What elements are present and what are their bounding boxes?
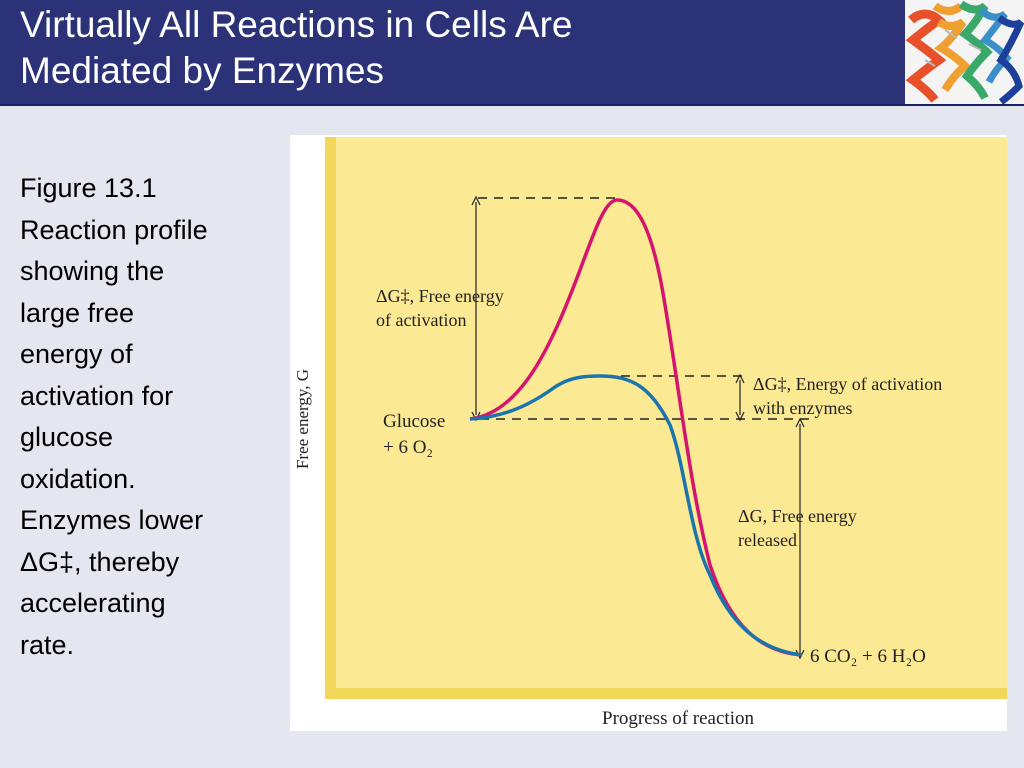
- catalyzed-curve: [469, 374, 803, 657]
- caption-line: Figure 13.1: [20, 173, 157, 203]
- caption-line: large free: [20, 297, 135, 328]
- caption-line: Reaction profile: [20, 214, 208, 245]
- enzyme-activation-arrow-head-top: [735, 373, 745, 384]
- released-arrow-head-top: [795, 417, 805, 428]
- caption-line: activation for: [20, 380, 174, 411]
- protein-structure-image: [905, 0, 1024, 105]
- activation-label-line-1: ΔG‡, Free energy: [376, 286, 504, 306]
- product-label: 6 CO₂ + 6 H₂O: [810, 646, 926, 667]
- caption-line: rate.: [20, 629, 75, 660]
- x-axis-label: Progress of reaction: [602, 708, 754, 729]
- caption-line: showing the: [20, 256, 165, 286]
- released-label-line-2: released: [738, 530, 797, 550]
- title-bar: Virtually All Reactions in Cells Are Med…: [0, 0, 905, 104]
- caption-line: Enzymes lower: [20, 505, 204, 535]
- activation-label-line-2: of activation: [376, 310, 466, 330]
- slide-title: Virtually All Reactions in Cells Are Med…: [20, 2, 890, 94]
- caption-line: oxidation.: [20, 463, 136, 494]
- enzyme-label-line-1: ΔG‡, Energy of activation: [753, 374, 942, 394]
- reaction-profile-figure: Free energy, G Progress of reaction Gluc…: [290, 135, 1007, 731]
- reactant-label-line-2: + 6 O₂: [383, 437, 433, 458]
- figure-background-edge: [325, 137, 336, 699]
- caption-line: energy of: [20, 339, 133, 369]
- caption-line: ΔG‡, thereby: [20, 546, 180, 577]
- y-axis-label: Free energy, G: [293, 369, 312, 469]
- caption-line: glucose: [20, 422, 114, 452]
- reactant-label-line-1: Glucose: [383, 411, 445, 432]
- uncatalyzed-curve: [469, 198, 803, 657]
- slide-title-line-2: Mediated by Enzymes: [20, 50, 385, 91]
- enzyme-label-line-2: with enzymes: [753, 398, 852, 418]
- title-divider: [0, 104, 1024, 106]
- figure-background-bottom-edge: [325, 688, 1007, 699]
- enzyme-activation-arrow-head-bottom: [735, 411, 745, 422]
- figure-caption: Figure 13.1 Reaction profile showing the la…: [20, 168, 265, 666]
- activation-arrow-head-top: [471, 195, 481, 206]
- caption-line: accelerating: [20, 588, 166, 618]
- slide-title-line-1: Virtually All Reactions in Cells Are: [20, 4, 573, 45]
- released-label-line-1: ΔG, Free energy: [738, 506, 857, 526]
